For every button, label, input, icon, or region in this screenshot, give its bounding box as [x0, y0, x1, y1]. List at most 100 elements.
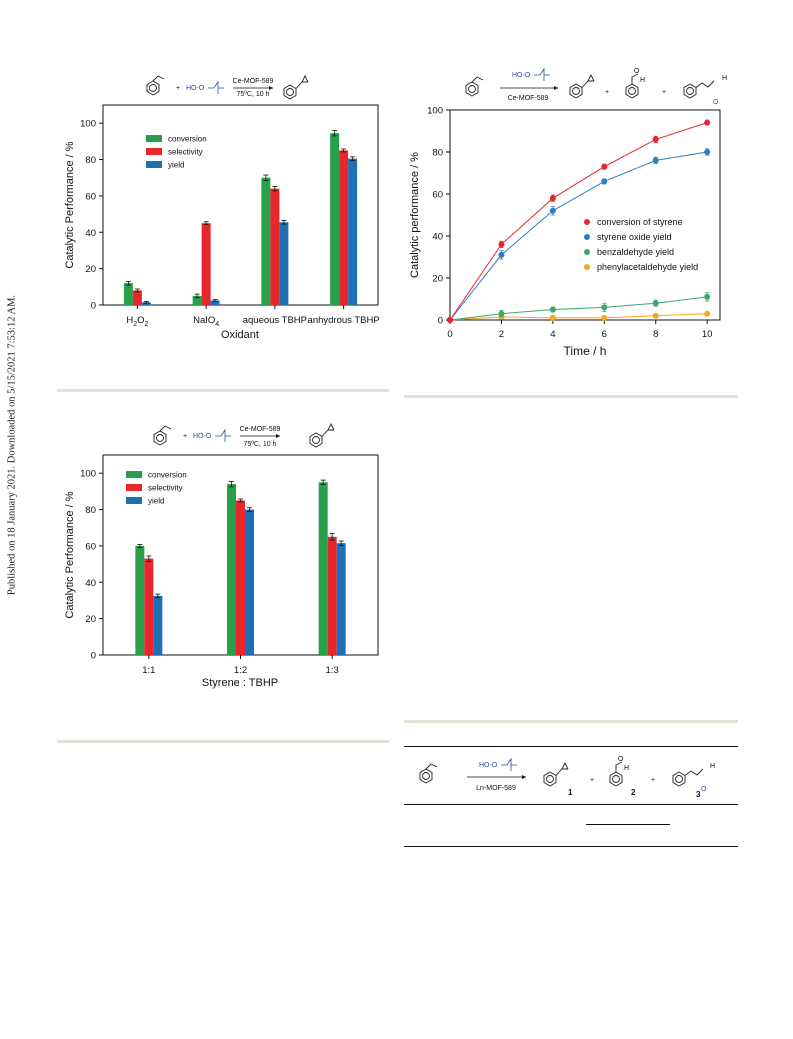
table-reaction-scheme: HO-O Ln-MOF-589 1 + O H 2 + H O 3 — [419, 756, 715, 799]
legend-label-conversion of styrene: conversion of styrene — [597, 217, 683, 227]
series-line-benzaldehyde yield — [449, 296, 708, 321]
conditions-label: 75ºC, 10 h — [237, 91, 270, 98]
y-axis-title: Catalytic Performance / % — [64, 141, 76, 268]
divider — [404, 720, 738, 723]
data-point-benzaldehyde yield — [652, 300, 659, 307]
aldehyde-o-label: O — [634, 68, 640, 75]
x-tick-label: 1:1 — [142, 665, 155, 676]
legend-label-phenylacetaldehyde yield: phenylacetaldehyde yield — [597, 262, 698, 272]
bar-conversion — [135, 545, 145, 655]
divider — [404, 395, 738, 398]
table-bottom-rule — [404, 846, 738, 847]
y-tick-label: 60 — [432, 190, 443, 201]
y-tick-label: 40 — [85, 578, 96, 589]
divider — [57, 740, 389, 743]
y-tick-label: 40 — [85, 228, 96, 239]
plus-sign: + — [605, 89, 609, 96]
compound-label-3: 3 — [696, 790, 701, 799]
series-line-conversion of styrene — [449, 122, 708, 321]
chart-ratio: + HO-O Ce-MOF-589 75ºC, 10 h 0 20 40 60 80 10… — [64, 422, 379, 689]
bar-selectivity — [327, 536, 337, 655]
x-tick-label: anhydrous TBHP — [308, 315, 380, 326]
bar-selectivity — [144, 558, 154, 655]
y-tick-label: 40 — [432, 232, 443, 243]
data-point-conversion of styrene — [549, 195, 556, 202]
y-tick-label: 100 — [80, 469, 96, 480]
legend-label-selectivity: selectivity — [148, 484, 183, 493]
bar-yield — [279, 222, 289, 305]
reaction-scheme-1: + HO-O Ce-MOF-589 75ºC, 10 h — [146, 74, 309, 100]
legend-swatch-selectivity — [146, 148, 162, 155]
peroxide-label: HO-O — [193, 433, 212, 440]
compound-label-1: 1 — [568, 788, 573, 797]
data-point-conversion of styrene — [652, 136, 659, 143]
plus-sign: + — [590, 777, 594, 784]
y-axis-title: Catalytic Performance / % — [64, 491, 76, 618]
series-line-phenylacetaldehyde yield — [449, 313, 708, 321]
plus-sign: + — [662, 89, 666, 96]
data-point-conversion of styrene — [498, 241, 505, 248]
data-point-phenylacetaldehyde yield — [549, 314, 556, 321]
conditions-label: 75ºC, 10 h — [244, 441, 277, 448]
x-tick-label: 0 — [447, 329, 452, 340]
data-point-conversion of styrene — [447, 317, 453, 323]
bar-conversion — [227, 484, 236, 655]
legend-label-benzaldehyde yield: benzaldehyde yield — [597, 247, 674, 257]
y-tick-label: 0 — [91, 301, 96, 312]
legend-swatch-conversion — [146, 135, 162, 142]
x-tick-label: 8 — [653, 329, 658, 340]
y-tick-label: 0 — [438, 316, 443, 327]
data-point-conversion of styrene — [601, 163, 608, 170]
peroxide-label: HO-O — [479, 762, 498, 769]
y-tick-label: 100 — [427, 106, 443, 117]
bar-yield — [141, 302, 151, 305]
bar-yield — [153, 595, 163, 655]
legend-swatch-selectivity — [126, 484, 142, 491]
y-tick-label: 80 — [85, 505, 96, 516]
peroxide-label: HO-O — [186, 85, 205, 92]
aldehyde-o-label: O — [618, 756, 624, 763]
legend-marker-benzaldehyde yield — [584, 249, 590, 255]
aldehyde-h-label: H — [710, 763, 715, 770]
aldehyde-o-label: O — [713, 99, 719, 106]
divider — [57, 389, 389, 392]
data-point-styrene oxide yield — [549, 207, 556, 214]
y-tick-label: 20 — [432, 274, 443, 285]
data-point-phenylacetaldehyde yield — [601, 314, 608, 321]
plus-sign: + — [176, 85, 180, 92]
reaction-scheme-3: + HO-O Ce-MOF-589 75ºC, 10 h — [153, 422, 335, 448]
bar-selectivity — [270, 188, 280, 305]
bar-yield — [348, 158, 358, 305]
aldehyde-h-label: H — [624, 765, 629, 772]
legend-label-yield: yield — [168, 161, 184, 170]
bar-conversion — [330, 133, 340, 305]
data-point-styrene oxide yield — [498, 251, 505, 258]
bar-conversion — [318, 482, 328, 655]
bar-selectivity — [236, 500, 245, 655]
catalyst-label: Ln-MOF-589 — [476, 785, 516, 792]
x-tick-label: 1:3 — [326, 665, 339, 676]
catalyst-label: Ce-MOF-589 — [233, 78, 274, 85]
y-tick-label: 80 — [432, 148, 443, 159]
data-point-phenylacetaldehyde yield — [652, 312, 659, 319]
side-note: Published on 18 January 2021. Downloaded… — [0, 0, 24, 1039]
x-tick-label: NaIO4 — [193, 315, 219, 328]
catalyst-label: Ce-MOF-589 — [508, 95, 549, 102]
aldehyde-h-label: H — [640, 77, 645, 84]
bar-yield — [336, 543, 346, 655]
table-top-rule — [404, 746, 738, 747]
data-point-conversion of styrene — [704, 119, 711, 126]
bar-conversion — [123, 283, 133, 305]
plus-sign: + — [651, 777, 655, 784]
bar-selectivity — [132, 290, 142, 305]
publication-note: Published on 18 January 2021. Downloaded… — [6, 294, 18, 596]
x-tick-label: H2O2 — [126, 315, 148, 328]
x-tick-label: 10 — [702, 329, 713, 340]
legend-label-selectivity: selectivity — [168, 148, 203, 157]
data-point-benzaldehyde yield — [498, 310, 505, 317]
legend-marker-phenylacetaldehyde yield — [584, 264, 590, 270]
plot-frame — [449, 109, 721, 321]
legend-swatch-yield — [126, 497, 142, 504]
series-line-styrene oxide yield — [449, 151, 708, 321]
y-tick-label: 0 — [91, 651, 96, 662]
